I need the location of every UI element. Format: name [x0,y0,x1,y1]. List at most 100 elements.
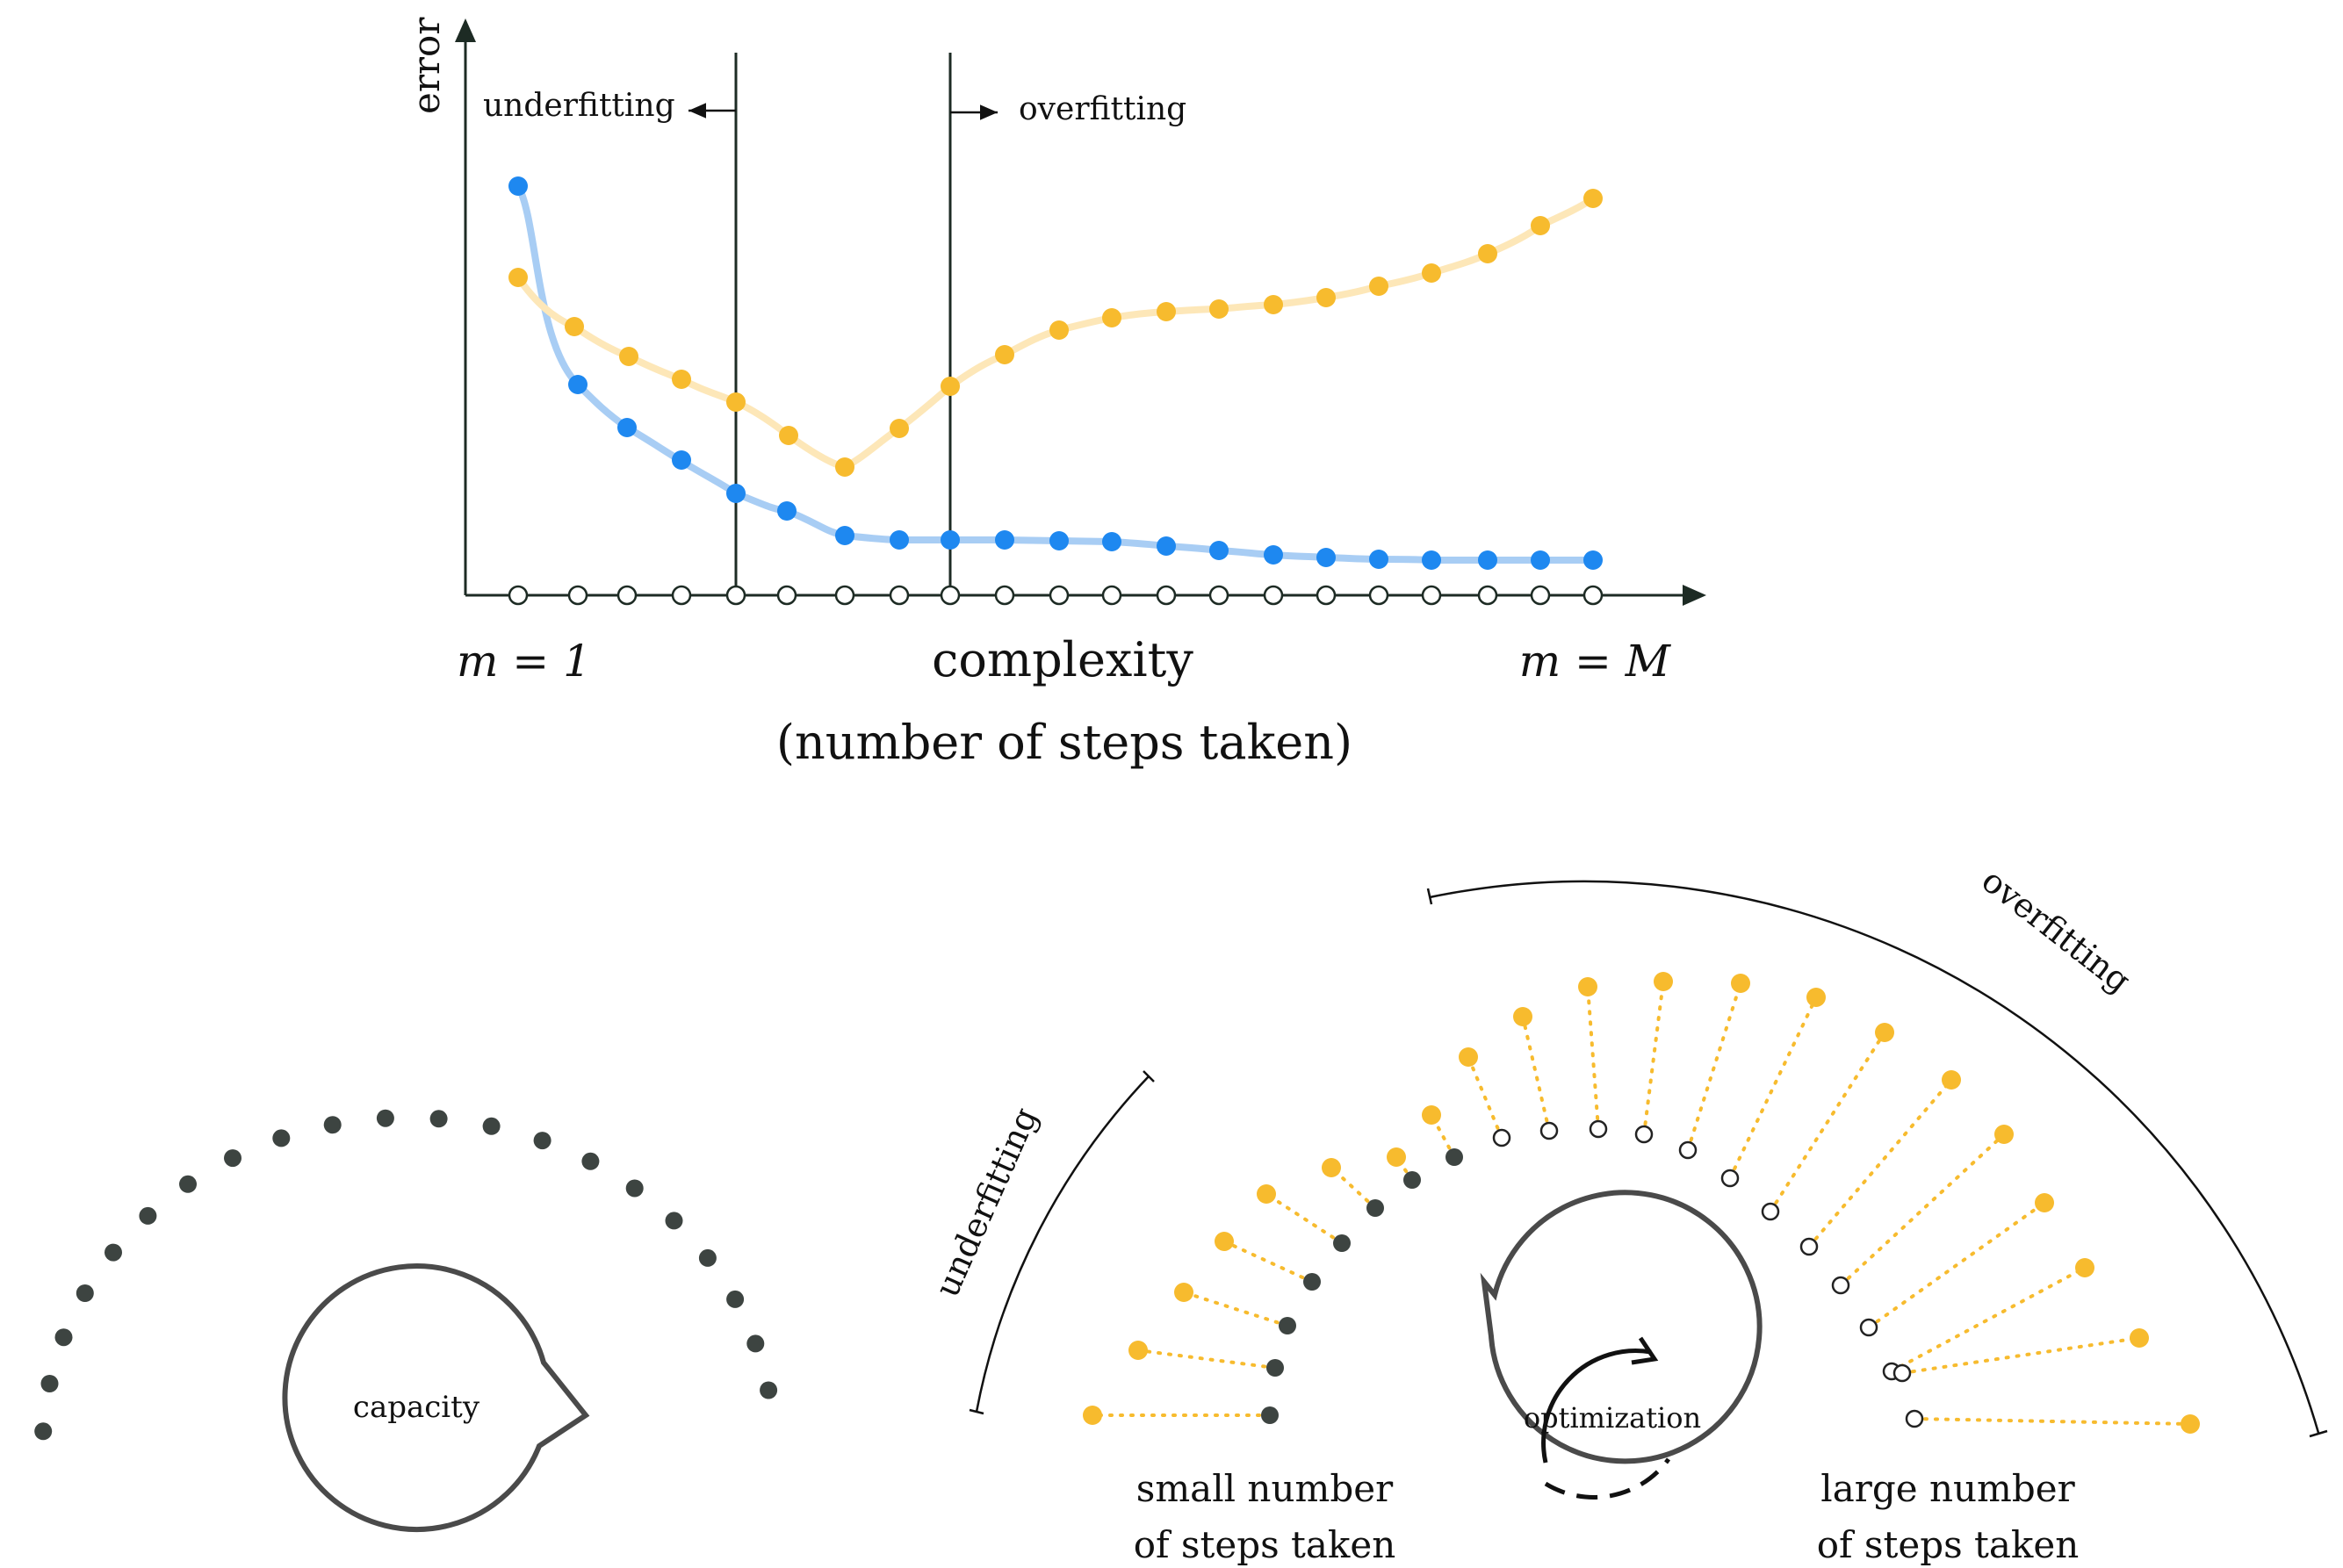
step-marker [616,585,638,606]
overfitting-arc-end-right [2309,1429,2328,1438]
capacity-dot [224,1149,242,1168]
inner-dot-open [1589,1119,1608,1139]
step-marker [940,585,961,606]
step-marker [1049,585,1070,606]
validation-point [1369,277,1388,296]
inner-dot-filled [1333,1234,1351,1252]
outer-dot [1174,1283,1193,1302]
validation-point [890,419,909,438]
capacity-dot [726,1290,745,1308]
validation-point [835,457,854,477]
underfitting-arc-end-top [1143,1070,1155,1082]
step-marker [1530,585,1551,606]
inner-dot-open [1678,1140,1698,1160]
outer-dot [2181,1414,2200,1434]
dotted-connector [1769,1031,1886,1213]
step-marker [1208,585,1229,606]
capacity-dot [698,1248,717,1267]
step-marker [567,585,588,606]
training-point [1316,548,1336,567]
step-marker [671,585,692,606]
inner-dot-open [1831,1276,1850,1295]
x-right-label: m = M [1519,636,1672,687]
capacity-dot [139,1206,157,1225]
training-point [726,484,746,503]
inner-dot-open [1492,1128,1511,1147]
validation-point [1049,320,1069,340]
inner-dot-open [1905,1409,1924,1428]
optimization-outer-dots [1083,972,2200,1434]
capacity-dot [76,1284,94,1302]
validation-point [1316,288,1336,307]
validation-point [1478,244,1497,263]
training-point [672,450,691,470]
training-point [1369,550,1388,569]
validation-point [565,317,584,336]
outer-dot [2035,1193,2054,1212]
x-axis-label: complexity [932,632,1193,687]
step-marker [1316,585,1337,606]
step-marker [1477,585,1498,606]
underfitting-arc-label: underfitting [927,1102,1045,1303]
dotted-connector [1867,1201,2046,1329]
capacity-diagram: capacity [34,1109,778,1532]
step-marker [1101,585,1122,606]
left-caption-line2: of steps taken [1134,1523,1396,1566]
underfitting-arc [975,1075,1150,1413]
capacity-dot-arc [34,1109,778,1441]
capacity-dot [179,1175,197,1193]
dotted-connector [1430,1113,1456,1159]
training-point [1157,536,1176,556]
inner-dot-open [1892,1363,1912,1383]
cycle-arrow-icon [1541,1336,1671,1500]
x-axis-sublabel: (number of steps taken) [776,715,1352,770]
outer-dot [1257,1184,1276,1204]
step-marker [1582,585,1604,606]
y-axis-label: error [405,17,448,114]
inner-dot-open [1799,1237,1819,1256]
capacity-dot [376,1109,394,1127]
capacity-dot [533,1132,552,1150]
training-point [890,530,909,550]
validation-point [995,345,1014,364]
training-points [508,176,1603,570]
outer-dot [2075,1258,2094,1277]
x-left-label: m = 1 [457,636,591,687]
capacity-label: capacity [353,1390,480,1425]
step-marker [994,585,1015,606]
step-marker [776,585,797,606]
dotted-connector [1586,985,1600,1131]
outer-dot [1422,1105,1441,1125]
inner-dot-filled [1303,1273,1321,1291]
dotted-connector [1182,1291,1289,1327]
step-marker [1421,585,1442,606]
validation-point [726,392,746,412]
inner-dot-filled [1366,1199,1384,1217]
dotted-connector [1686,982,1742,1152]
dotted-connector [1913,1417,2192,1426]
dotted-connector [1807,1078,1953,1248]
step-marker [1263,585,1284,606]
step-marker [1156,585,1177,606]
training-point [835,526,854,545]
dotted-connector [1642,980,1665,1136]
validation-point [1583,189,1603,208]
outer-dot [1128,1341,1148,1360]
outer-dot [1806,988,1826,1007]
overfitting-arc-end-left [1426,888,1433,905]
validation-point [941,377,960,396]
validation-point [1157,302,1176,321]
validation-point [1531,216,1550,235]
inner-dot-filled [1261,1406,1279,1424]
right-caption-line2: of steps taken [1817,1523,2080,1566]
overfitting-arc-label: overfitting [1974,860,2138,1000]
optimization-connectors [1091,980,2192,1426]
overfitting-label: overfitting [1019,91,1186,127]
outer-dot [1387,1147,1406,1167]
training-point [941,530,960,550]
validation-point [1264,295,1283,314]
dotted-connector [1890,1266,2087,1373]
outer-dot [1731,974,1750,993]
inner-dot-open [1539,1121,1559,1140]
validation-point [672,370,691,389]
